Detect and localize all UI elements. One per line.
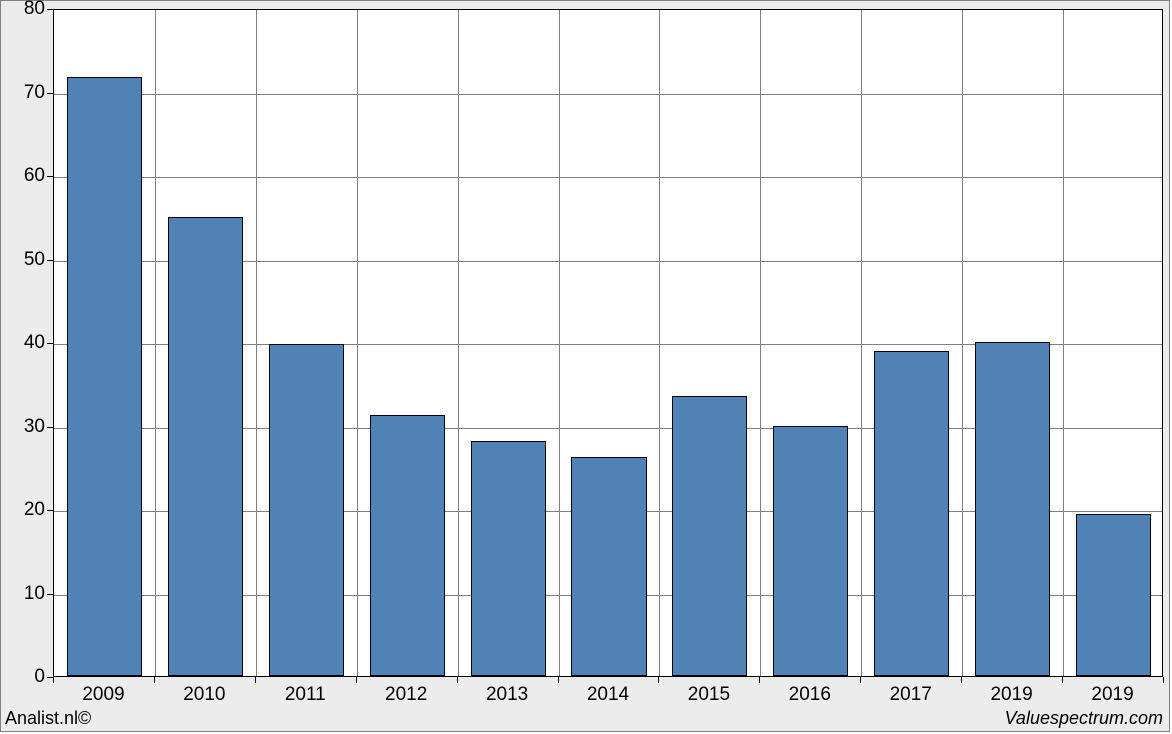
gridline-horizontal [54,177,1162,178]
y-tick [47,176,53,177]
chart-frame: Analist.nl© Valuespectrum.com 0 10 20 30 40 5… [0,0,1170,732]
bar [672,396,747,676]
bar [571,457,646,676]
gridline-vertical [155,10,156,676]
bar [471,441,546,676]
plot-area [53,9,1163,677]
x-tick [658,677,659,683]
x-axis-label: 2011 [285,684,326,706]
bar [269,344,344,676]
x-tick [255,677,256,683]
gridline-vertical [559,10,560,676]
y-axis-label: 50 [5,249,45,271]
x-axis-label: 2016 [789,684,831,706]
gridline-vertical [1063,10,1064,676]
bar [67,77,142,676]
x-axis-label: 2013 [486,684,528,706]
bar [874,351,949,676]
x-axis-label: 2010 [183,684,225,706]
x-axis-label: 2015 [688,684,730,706]
x-axis-label: 2017 [890,684,932,706]
gridline-vertical [256,10,257,676]
y-axis-label: 40 [5,332,45,354]
y-tick [47,427,53,428]
gridline-vertical [357,10,358,676]
x-axis-label: 2012 [385,684,427,706]
x-tick [860,677,861,683]
x-tick [961,677,962,683]
y-tick [47,343,53,344]
x-tick [1163,677,1164,683]
y-axis-label: 60 [5,165,45,187]
bar [975,342,1050,676]
gridline-vertical [659,10,660,676]
y-tick [47,510,53,511]
x-tick [1062,677,1063,683]
x-tick [356,677,357,683]
y-axis-label: 30 [5,416,45,438]
y-tick [47,594,53,595]
bar [773,426,848,677]
gridline-vertical [458,10,459,676]
x-tick [53,677,54,683]
x-tick [759,677,760,683]
x-tick [457,677,458,683]
bar [370,415,445,676]
x-axis-label: 2009 [82,684,124,706]
y-axis-label: 80 [5,0,45,20]
y-axis-label: 70 [5,82,45,104]
bar [168,217,243,676]
gridline-vertical [760,10,761,676]
y-axis-label: 20 [5,499,45,521]
y-tick [47,93,53,94]
x-axis-label: 2019 [990,684,1032,706]
footer-right-credit: Valuespectrum.com [1005,708,1163,729]
y-tick [47,260,53,261]
x-tick [154,677,155,683]
y-tick [47,9,53,10]
x-axis-label: 2019 [1091,684,1133,706]
y-axis-label: 10 [5,583,45,605]
x-tick [558,677,559,683]
bar [1076,514,1151,676]
gridline-vertical [861,10,862,676]
gridline-vertical [962,10,963,676]
y-axis-label: 0 [5,666,45,688]
gridline-horizontal [54,94,1162,95]
x-axis-label: 2014 [587,684,629,706]
footer-left-credit: Analist.nl© [5,708,91,729]
